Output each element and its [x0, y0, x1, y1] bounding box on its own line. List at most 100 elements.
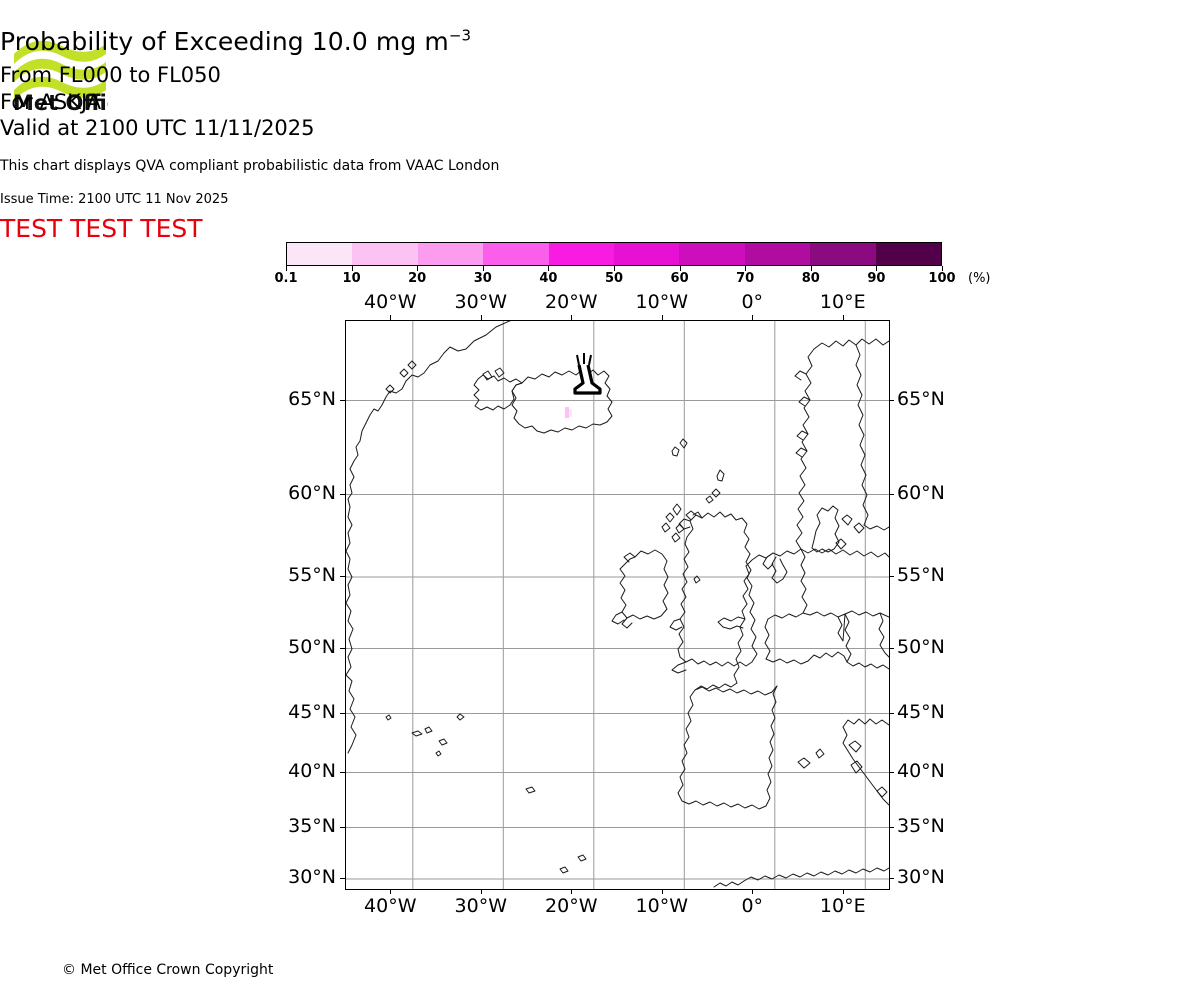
- colorbar-tick-90: [876, 266, 878, 271]
- issue-time: Issue Time: 2100 UTC 11 Nov 2025: [0, 192, 229, 207]
- colorbar-segment-1: [352, 243, 418, 265]
- colorbar-label-60: 60: [670, 271, 689, 286]
- flight-level-subtitle: From FL000 to FL050: [0, 63, 221, 87]
- lon-label-top-10°W: 10°W: [635, 291, 688, 313]
- lat-label-left-60°N: 60°N: [288, 481, 336, 504]
- colorbar-label-80: 80: [801, 271, 820, 286]
- colorbar-label-40: 40: [539, 271, 558, 286]
- lat-tick-right-60°N: [889, 493, 894, 495]
- colorbar-tick-50: [614, 266, 615, 271]
- colorbar-label-50: 50: [604, 271, 624, 286]
- lon-label-top-40°W: 40°W: [364, 291, 417, 313]
- lat-label-left-45°N: 45°N: [288, 700, 336, 723]
- colorbar-label-20: 20: [408, 271, 427, 286]
- lon-tick-top-10°W: [661, 315, 663, 320]
- lat-tick-right-65°N: [889, 399, 894, 401]
- lat-tick-left-60°N: [340, 493, 345, 495]
- colorbar-segment-2: [417, 243, 484, 265]
- lat-tick-left-50°N: [340, 647, 345, 649]
- valid-time-subtitle: Valid at 2100 UTC 11/11/2025: [0, 116, 315, 140]
- lat-tick-right-55°N: [889, 576, 894, 577]
- lon-label-top-30°W: 30°W: [454, 291, 507, 313]
- lat-tick-right-50°N: [889, 647, 894, 649]
- lat-label-left-35°N: 35°N: [288, 814, 336, 837]
- lon-label-top-20°W: 20°W: [545, 291, 598, 313]
- lon-tick-top-40°W: [390, 315, 392, 320]
- lat-label-left-40°N: 40°N: [288, 759, 336, 782]
- probability-colorbar: 0.1 10 20 30 40 50 60 70 80 90 100: [274, 242, 956, 286]
- colorbar-label-0.1: 0.1: [274, 271, 298, 286]
- lon-label-top-10°E: 10°E: [819, 291, 866, 313]
- volcano-subtitle: For ASKJA: [0, 90, 102, 114]
- lat-tick-left-55°N: [340, 576, 345, 577]
- colorbar-tick-60: [679, 266, 681, 271]
- colorbar-label-70: 70: [736, 271, 755, 286]
- lat-label-right-60°N: 60°N: [897, 481, 945, 504]
- lon-label-top-0°: 0°: [741, 291, 764, 313]
- lat-label-right-50°N: 50°N: [897, 635, 945, 658]
- colorbar-label-10: 10: [342, 271, 361, 286]
- lat-tick-right-35°N: [889, 826, 894, 828]
- lat-label-right-65°N: 65°N: [897, 387, 945, 410]
- lon-tick-bottom-20°W: [571, 889, 573, 894]
- colorbar-segment-7: [744, 243, 811, 265]
- lat-label-left-30°N: 30°N: [288, 866, 336, 888]
- lat-tick-right-45°N: [889, 712, 894, 714]
- lon-tick-top-30°W: [480, 315, 482, 320]
- colorbar-segment-4: [548, 243, 615, 265]
- lon-tick-bottom-10°W: [661, 889, 663, 894]
- colorbar-tick-80: [810, 266, 812, 271]
- lon-label-bottom-40°W: 40°W: [364, 895, 417, 917]
- lon-tick-top-10°E: [842, 315, 844, 320]
- lon-label-bottom-30°W: 30°W: [454, 895, 507, 917]
- lon-label-bottom-0°: 0°: [741, 895, 764, 917]
- lat-tick-left-65°N: [340, 399, 345, 401]
- page-title-exponent: −3: [448, 26, 472, 45]
- askja-volcano-marker: [573, 353, 602, 395]
- colorbar-segment-3: [483, 243, 549, 265]
- lat-tick-left-30°N: [340, 878, 345, 879]
- met-office-logo: Met Office: [12, 24, 108, 112]
- lon-label-bottom-20°W: 20°W: [545, 895, 598, 917]
- lat-tick-left-35°N: [340, 826, 345, 828]
- colorbar-tick-100: [942, 266, 943, 271]
- qva-note: This chart displays QVA compliant probab…: [0, 158, 500, 174]
- lon-label-bottom-10°W: 10°W: [635, 895, 688, 917]
- ash-plume-region: [565, 407, 572, 418]
- colorbar-tick-40: [548, 266, 550, 271]
- lat-label-left-65°N: 65°N: [288, 387, 336, 410]
- lat-label-right-55°N: 55°N: [897, 564, 945, 586]
- copyright-footer: © Met Office Crown Copyright: [62, 962, 274, 978]
- logo-waves: [14, 40, 106, 100]
- lon-tick-bottom-10°E: [842, 889, 844, 894]
- lon-tick-top-0°: [752, 315, 754, 320]
- test-banner: TEST TEST TEST: [0, 214, 203, 243]
- lat-label-right-40°N: 40°N: [897, 759, 945, 782]
- colorbar-tick-30: [482, 266, 484, 271]
- colorbar-tick-0.1: [286, 266, 287, 271]
- map-coastlines: [346, 321, 889, 888]
- lon-tick-top-20°W: [571, 315, 573, 320]
- colorbar-segment-6: [679, 243, 745, 265]
- colorbar-tick-10: [351, 266, 353, 271]
- page-title-text: Probability of Exceeding 10.0 mg m: [0, 27, 449, 56]
- page-title: Probability of Exceeding 10.0 mg m−3: [0, 26, 1200, 58]
- colorbar-label-100: 100: [928, 271, 956, 286]
- colorbar-label-30: 30: [473, 271, 492, 286]
- colorbar-tick-70: [745, 266, 747, 271]
- ash-probability-map: [345, 320, 890, 890]
- colorbar-segment-5: [614, 243, 680, 265]
- lon-tick-bottom-40°W: [390, 889, 392, 894]
- lon-label-bottom-10°E: 10°E: [819, 895, 866, 917]
- lon-tick-bottom-0°: [752, 889, 754, 894]
- lat-tick-right-30°N: [889, 878, 894, 879]
- lat-label-right-45°N: 45°N: [897, 700, 945, 723]
- lat-label-right-30°N: 30°N: [897, 866, 945, 888]
- colorbar-unit-label: (%): [968, 271, 991, 286]
- map-graticule: [346, 321, 889, 889]
- colorbar-tick-20: [417, 266, 419, 271]
- colorbar-segment-9: [875, 243, 942, 265]
- lat-tick-right-40°N: [889, 771, 894, 773]
- lat-label-right-35°N: 35°N: [897, 814, 945, 837]
- lat-label-left-55°N: 55°N: [288, 564, 336, 586]
